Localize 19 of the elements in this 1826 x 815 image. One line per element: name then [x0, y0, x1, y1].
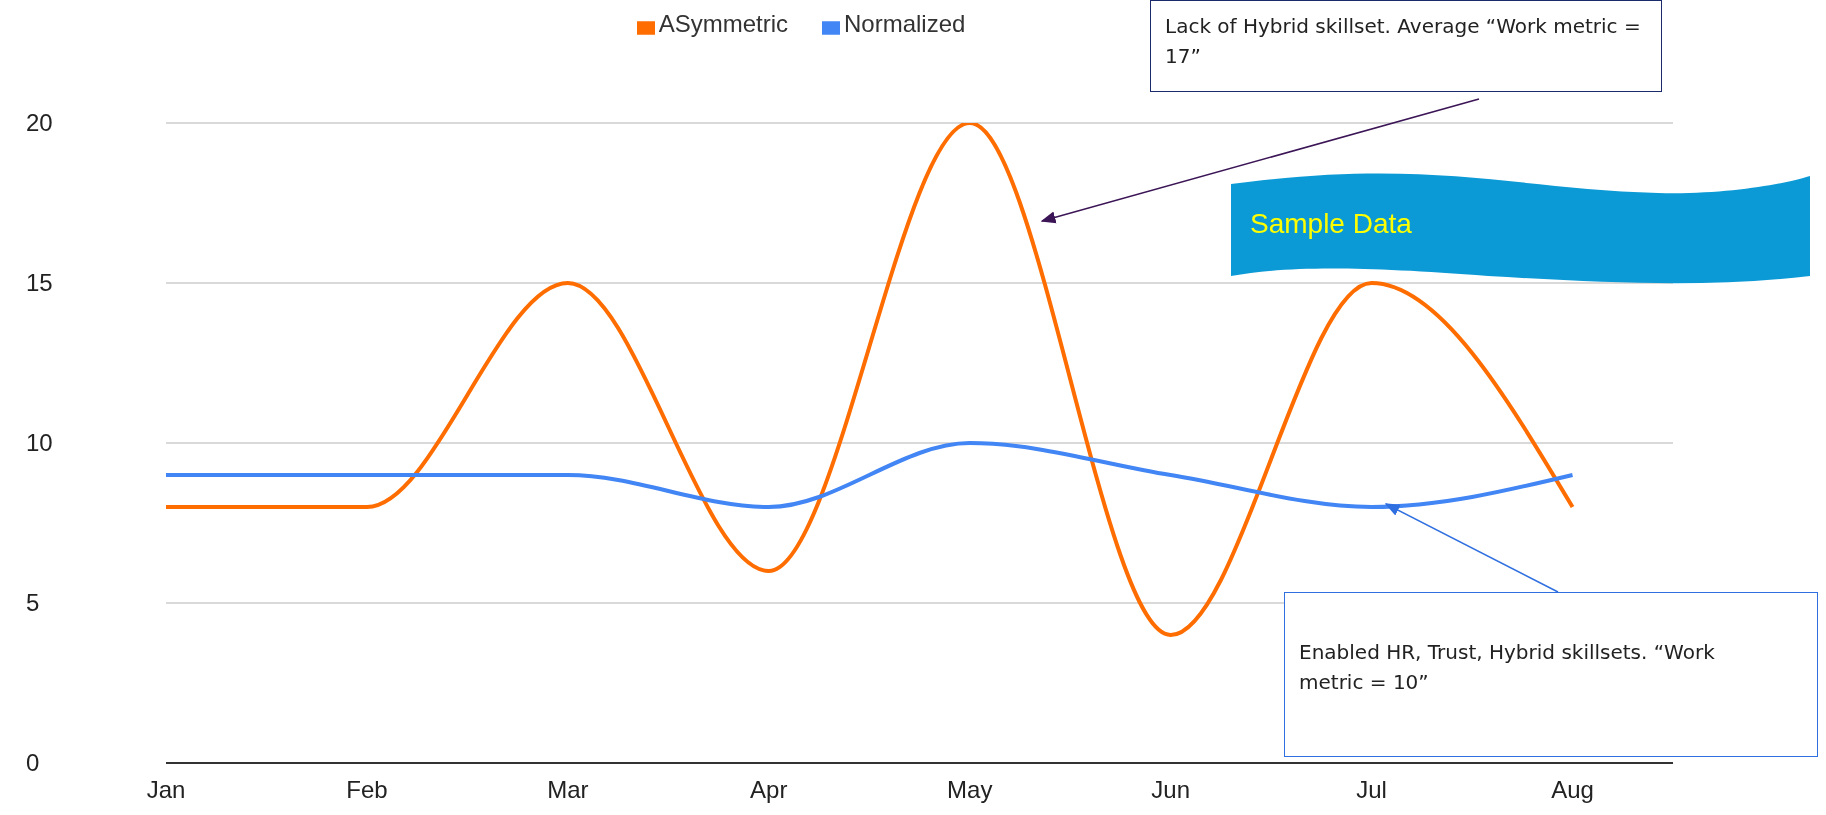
callout-box: Lack of Hybrid skillset. Average “Work metric = 17” [1150, 0, 1662, 92]
y-tick-label: 20 [26, 109, 53, 136]
callout-box: Enabled HR, Trust, Hybrid skillsets. “Work metric = 10” [1284, 592, 1818, 757]
x-tick-label: May [947, 776, 993, 804]
y-tick-label: 0 [26, 749, 40, 776]
annotation: Sample Data [1250, 208, 1412, 240]
x-tick-label: Feb [346, 776, 388, 804]
x-tick-label: Jun [1151, 776, 1191, 804]
legend-label: ASymmetric [658, 10, 788, 37]
y-tick-label: 5 [26, 589, 40, 616]
x-tick-label: Jul [1356, 776, 1387, 804]
x-tick-label: Aug [1551, 776, 1594, 804]
x-tick-label: Apr [750, 776, 788, 804]
x-tick-label: Mar [547, 776, 589, 804]
y-tick-label: 10 [26, 429, 53, 456]
y-tick-label: 15 [26, 269, 53, 296]
x-tick-label: Jan [146, 776, 186, 804]
legend-label: Normalized [843, 10, 966, 37]
line-series [166, 123, 1575, 637]
